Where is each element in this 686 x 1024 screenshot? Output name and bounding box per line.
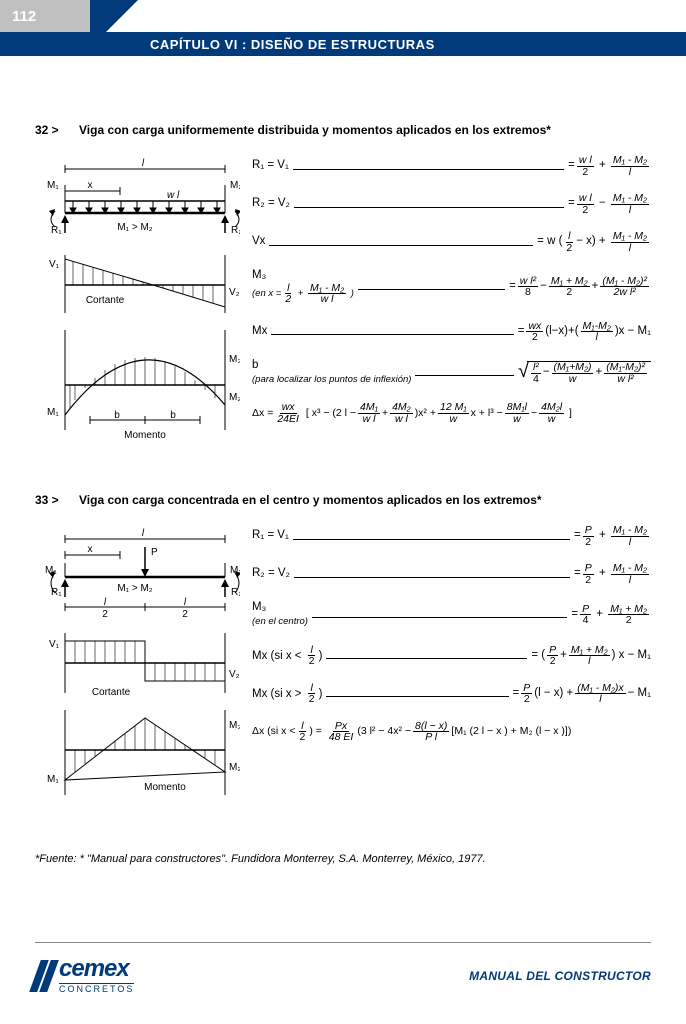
svg-text:l: l — [142, 528, 145, 539]
svg-text:M₂: M₂ — [229, 762, 240, 773]
source-note: *Fuente: * "Manual para constructores". … — [35, 853, 651, 865]
svg-text:x: x — [88, 180, 93, 191]
case-33-diagram: l x P M₁ M₂ — [35, 525, 240, 818]
case-33-text: Viga con carga concentrada en el centro … — [79, 493, 542, 507]
case-32-num: 32 > — [35, 123, 65, 137]
svg-text:Cortante: Cortante — [86, 295, 125, 306]
svg-text:V₁: V₁ — [49, 639, 60, 650]
case-32-title: 32 > Viga con carga uniformemente distri… — [35, 123, 651, 137]
svg-text:M₂: M₂ — [230, 180, 240, 191]
case-33-num: 33 > — [35, 493, 65, 507]
svg-text:M₁: M₁ — [47, 180, 59, 191]
svg-text:l: l — [142, 158, 145, 169]
cemex-logo: cemex CONCRETOS — [35, 957, 134, 994]
svg-text:2: 2 — [182, 609, 188, 620]
svg-text:l: l — [104, 597, 107, 608]
svg-text:R₂: R₂ — [231, 587, 240, 598]
svg-text:V₁: V₁ — [49, 259, 60, 270]
svg-text:R₁: R₁ — [51, 587, 62, 598]
svg-text:M₁ > M₂: M₁ > M₂ — [117, 222, 152, 233]
case-32-text: Viga con carga uniformemente distribuida… — [79, 123, 551, 137]
svg-text:Momento: Momento — [144, 782, 186, 793]
page-content: 32 > Viga con carga uniformemente distri… — [0, 48, 686, 865]
page-footer: cemex CONCRETOS MANUAL DEL CONSTRUCTOR — [35, 942, 651, 994]
manual-label: MANUAL DEL CONSTRUCTOR — [469, 969, 651, 983]
case-33-title: 33 > Viga con carga concentrada en el ce… — [35, 493, 651, 507]
svg-text:M₃: M₃ — [229, 354, 240, 365]
svg-text:V₂: V₂ — [229, 287, 240, 298]
svg-text:b: b — [114, 410, 120, 421]
chapter-title: CAPÍTULO VI : DISEÑO DE ESTRUCTURAS — [0, 32, 686, 56]
svg-text:M₃: M₃ — [229, 720, 240, 731]
svg-text:x: x — [88, 544, 93, 555]
svg-text:l: l — [184, 597, 187, 608]
svg-text:V₂: V₂ — [229, 669, 240, 680]
svg-text:w l: w l — [167, 190, 180, 201]
case-33-formulas: R₁ = V₁ = P2 + M₁ - M₂l R₂ = V₂ = P2 + M… — [252, 525, 651, 754]
svg-text:2: 2 — [102, 609, 108, 620]
page-header: 112 CAPÍTULO VI : DISEÑO DE ESTRUCTURAS — [0, 0, 686, 48]
logo-slashes-icon — [35, 960, 53, 992]
brand-name: cemex — [59, 957, 134, 981]
svg-text:M₁: M₁ — [47, 774, 59, 785]
case-32-diagram: l M₁ M₂ x — [35, 155, 240, 458]
svg-text:R₂: R₂ — [231, 225, 240, 236]
svg-text:M₁ > M₂: M₁ > M₂ — [117, 583, 152, 594]
case-33: l x P M₁ M₂ — [35, 525, 651, 818]
svg-text:P: P — [151, 547, 158, 558]
svg-text:Cortante: Cortante — [92, 687, 131, 698]
case-32-formulas: R₁ = V₁ = w l2 + M₁ - M₂l R₂ = V₂ = w l2… — [252, 155, 651, 435]
svg-text:M₂: M₂ — [229, 392, 240, 403]
svg-text:Momento: Momento — [124, 430, 166, 441]
svg-text:R₁: R₁ — [51, 225, 62, 236]
brand-sub: CONCRETOS — [59, 983, 134, 994]
case-32: l M₁ M₂ x — [35, 155, 651, 458]
svg-text:M₁: M₁ — [47, 407, 59, 418]
svg-text:b: b — [170, 410, 176, 421]
